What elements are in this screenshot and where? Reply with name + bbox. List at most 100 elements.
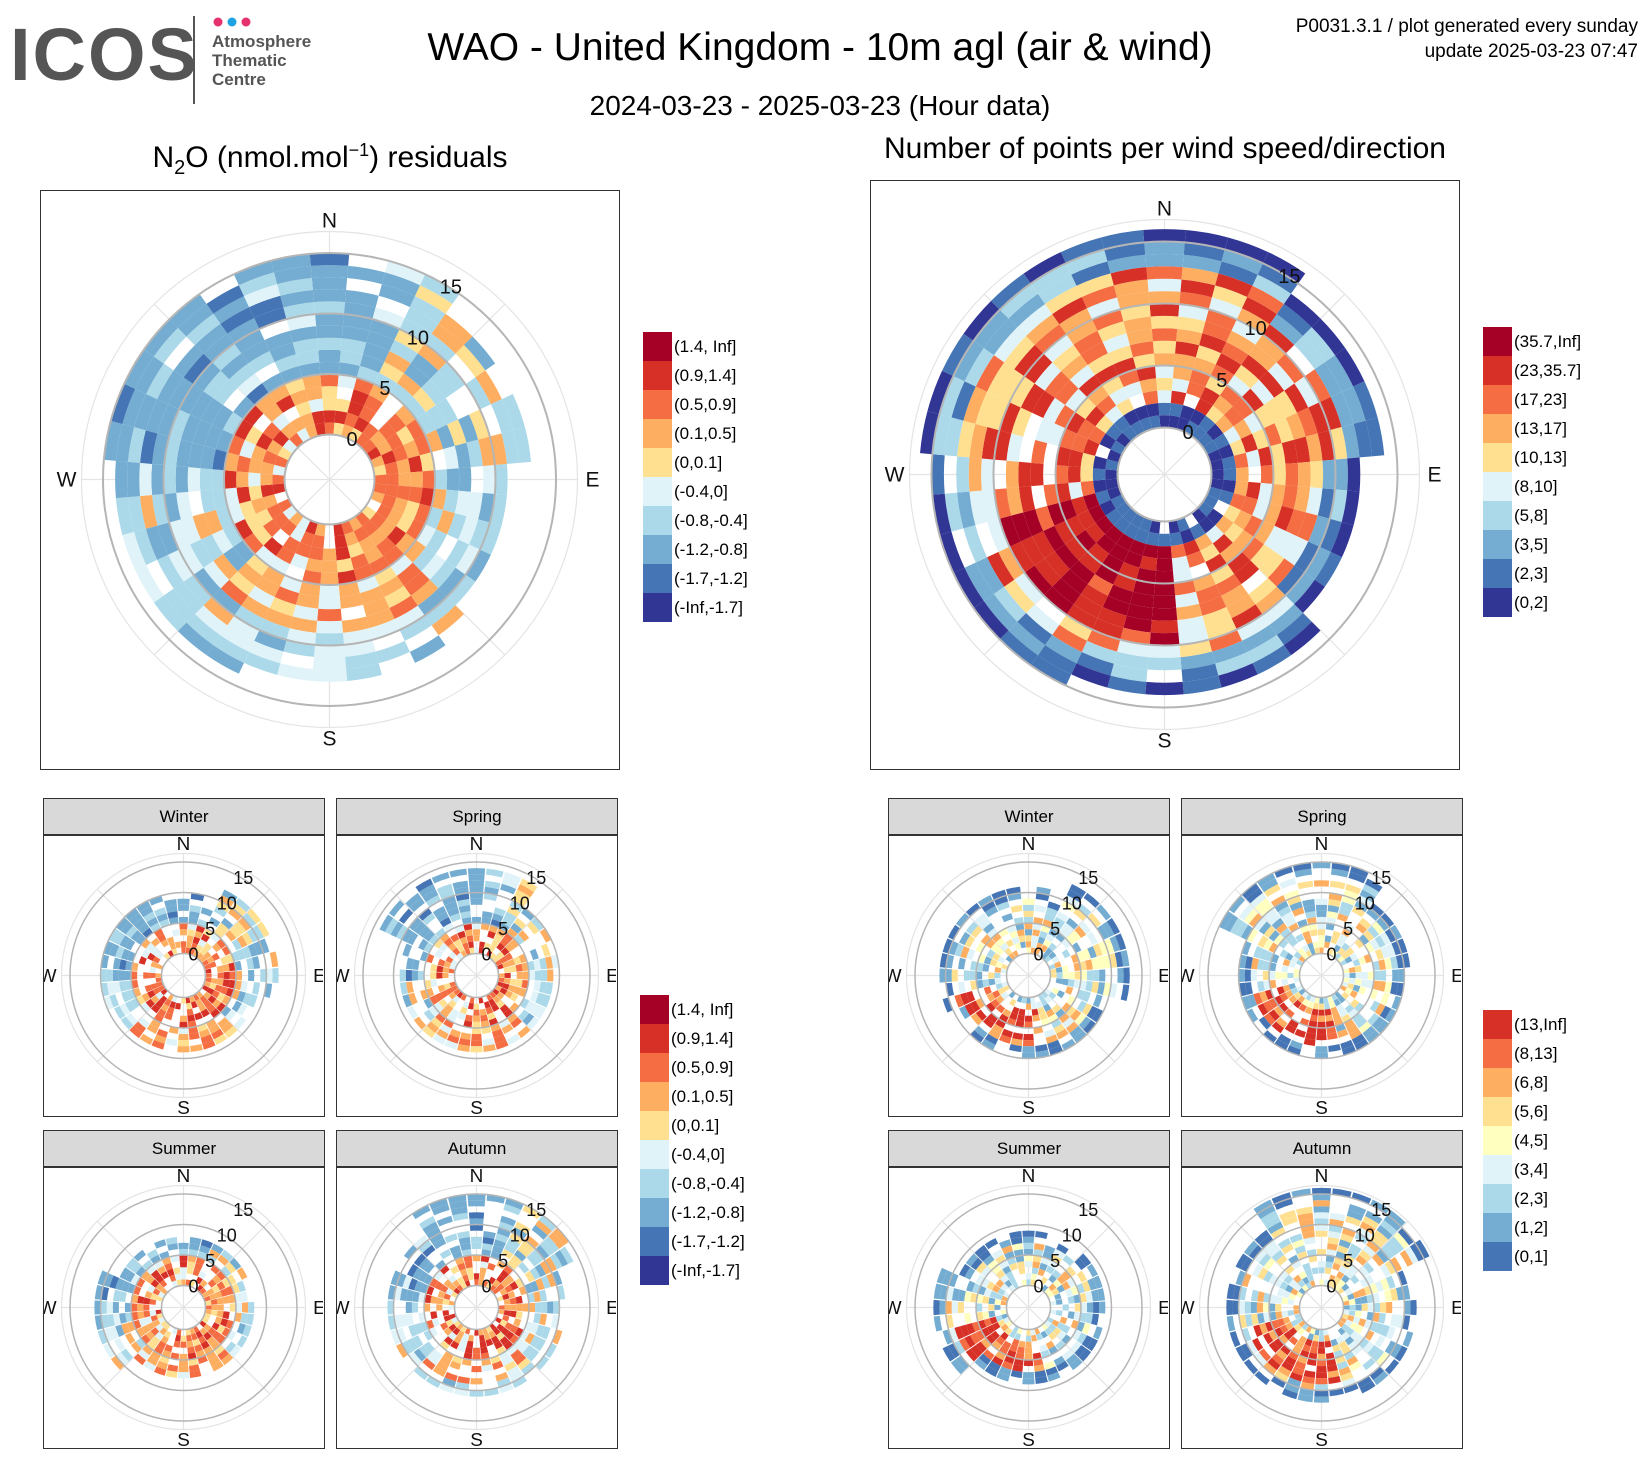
heatmap-cell [200, 398, 224, 425]
heatmap-cell [1241, 1272, 1252, 1288]
heatmap-cell [439, 1264, 450, 1275]
heatmap-cell [1354, 1324, 1364, 1334]
heatmap-cell [1001, 913, 1013, 923]
heatmap-cell [369, 319, 400, 341]
heatmap-cell [539, 1313, 547, 1326]
heatmap-cell [976, 979, 984, 989]
heatmap-cell [255, 432, 273, 451]
heatmap-cell [322, 548, 337, 561]
heatmap-cell [1394, 1345, 1408, 1362]
heatmap-cell [1078, 1016, 1092, 1030]
heatmap-cell [1054, 544, 1079, 570]
heatmap-cell [1353, 420, 1372, 458]
heatmap-cell [412, 546, 436, 572]
heatmap-cell [1169, 402, 1184, 418]
heatmap-cell [1380, 946, 1390, 959]
heatmap-cell [1145, 402, 1160, 418]
legend-item: (8,10] [1483, 472, 1581, 501]
heatmap-cell [289, 511, 304, 527]
heatmap-cell [195, 998, 203, 1007]
heatmap-cell [1092, 994, 1103, 1008]
heatmap-cell [1295, 933, 1305, 943]
heatmap-cell [113, 957, 121, 970]
heatmap-cell [1315, 1371, 1328, 1379]
heatmap-cell [179, 1353, 188, 1360]
heatmap-cell [469, 886, 484, 893]
heatmap-cell [178, 1359, 189, 1367]
heatmap-cell [460, 1243, 471, 1251]
heatmap-cell [1018, 461, 1032, 488]
heatmap-cell [1075, 529, 1097, 552]
heatmap-cell [1284, 383, 1309, 413]
heatmap-cell [1283, 293, 1321, 328]
heatmap-cell [1251, 957, 1259, 970]
heatmap-cell [153, 595, 187, 632]
heatmap-cell [1307, 1274, 1315, 1282]
heatmap-cell [440, 1322, 449, 1331]
heatmap-cell [229, 925, 242, 939]
heatmap-cell [233, 540, 255, 563]
heatmap-cell [419, 487, 435, 507]
heatmap-cell [359, 586, 385, 605]
heatmap-cell [1308, 1255, 1318, 1263]
heatmap-cell [1006, 487, 1024, 516]
compass-w-label: W [44, 1298, 57, 1319]
heatmap-cell [1278, 1002, 1289, 1013]
heatmap-cell [1252, 645, 1292, 675]
heatmap-cell [389, 340, 418, 364]
speed-tick-label: 15 [1278, 266, 1300, 288]
heatmap-cell [149, 972, 156, 979]
heatmap-cell [1281, 1310, 1289, 1318]
heatmap-cell [991, 1023, 1004, 1034]
heatmap-cell [1288, 982, 1296, 990]
heatmap-cell [246, 908, 262, 924]
heatmap-cell [1271, 1353, 1285, 1366]
heatmap-cell [524, 1270, 535, 1283]
heatmap-cell [169, 942, 177, 950]
speed-tick-label: 10 [1245, 318, 1267, 340]
heatmap-cell [1366, 979, 1374, 989]
heatmap-cell [396, 1272, 407, 1288]
heatmap-cell [533, 1313, 541, 1324]
heatmap-cell [152, 1319, 161, 1327]
heatmap-cell [1297, 407, 1318, 437]
compass-w-label: W [885, 464, 905, 487]
heatmap-cell [1035, 942, 1043, 950]
heatmap-cell [1349, 1322, 1358, 1331]
heatmap-cell [1076, 1270, 1087, 1283]
heatmap-cell [408, 917, 422, 931]
heatmap-cell [143, 972, 150, 979]
heatmap-cell [1319, 997, 1324, 1004]
heatmap-cell [130, 998, 141, 1009]
heatmap-cell [964, 1313, 972, 1324]
heatmap-cell [449, 1313, 457, 1320]
heatmap-cell [970, 1012, 983, 1026]
heatmap-cell [216, 1310, 224, 1318]
compass-s-label: S [1157, 730, 1171, 753]
heatmap-cell [1289, 1371, 1303, 1382]
heatmap-cell [189, 1032, 200, 1040]
heatmap-cell [1263, 938, 1274, 951]
heatmap-cell [1021, 1052, 1036, 1059]
heatmap-cell [164, 1344, 173, 1353]
heatmap-cell [1101, 921, 1115, 938]
heatmap-cell [1009, 1012, 1018, 1021]
heatmap-cell [1123, 550, 1143, 568]
heatmap-cell [436, 1304, 443, 1311]
speed-tick-label: 5 [1050, 919, 1060, 939]
heatmap-cell [992, 952, 1001, 961]
heatmap-cell [995, 1336, 1006, 1346]
heatmap-cell [229, 971, 236, 980]
heatmap-cell [539, 1289, 547, 1302]
heatmap-cell [208, 1355, 221, 1366]
heatmap-cell [447, 513, 467, 540]
heatmap-cell [993, 895, 1009, 906]
heatmap-cell [142, 1344, 154, 1356]
heatmap-cell [1269, 979, 1277, 989]
heatmap-cell [963, 525, 988, 563]
heatmap-cell [1045, 907, 1058, 917]
heatmap-cell [1312, 1200, 1331, 1207]
heatmap-cell [454, 490, 471, 517]
heatmap-cell [399, 969, 406, 982]
